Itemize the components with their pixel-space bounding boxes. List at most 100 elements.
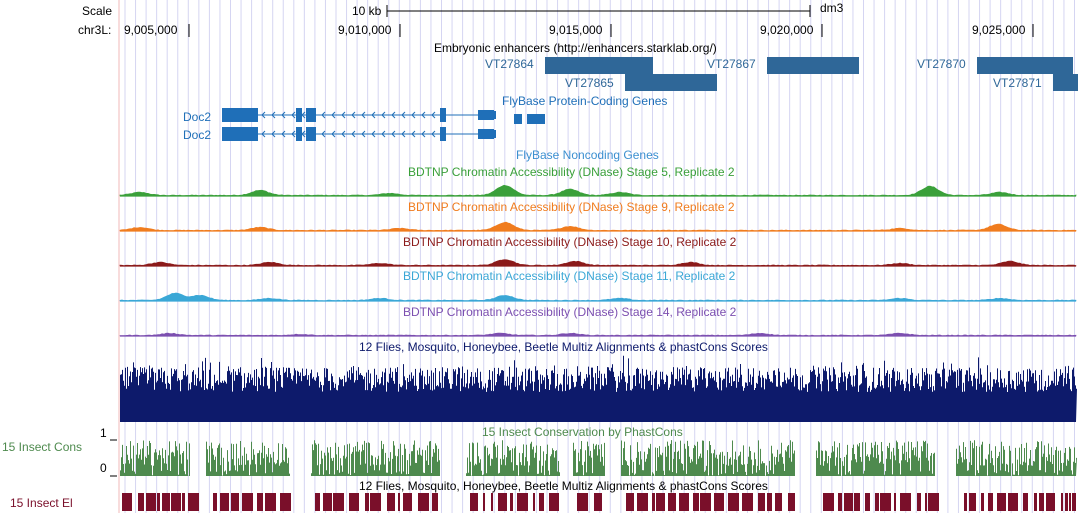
strand-arrow — [381, 130, 386, 138]
strand-arrow — [371, 111, 376, 119]
cons-axis-bottom: 0 — [100, 461, 107, 475]
position-tick-label: 9,005,000 — [124, 23, 178, 37]
strand-arrow — [421, 111, 426, 119]
insect-element-block — [865, 493, 870, 511]
insect-element-block — [997, 493, 1006, 511]
insect-element-block — [146, 493, 156, 511]
insect-element-block — [594, 493, 602, 511]
gene-exon — [306, 127, 316, 141]
insect-element-block — [767, 493, 772, 511]
side-label-insect-el[interactable]: 15 Insect El — [10, 496, 73, 510]
gene-exon — [440, 127, 446, 141]
insect-element-block — [549, 493, 559, 511]
insect-element-block — [917, 493, 921, 511]
insect-element-block — [925, 493, 927, 511]
strand-arrow — [261, 111, 266, 119]
gene-label[interactable]: Doc2 — [183, 110, 212, 124]
insect-element-block — [928, 493, 939, 511]
insect-element-block — [626, 493, 634, 511]
track-title-dnase-stage11[interactable]: BDTNP Chromatin Accessibility (DNase) St… — [403, 269, 736, 283]
insect-element-block — [1008, 493, 1018, 511]
insect-element-block — [1061, 493, 1063, 511]
insect-element-block — [157, 493, 160, 511]
strand-arrow — [281, 111, 286, 119]
insect-element-block — [398, 493, 400, 511]
insect-cons-histogram — [120, 440, 1077, 476]
track-title-elements[interactable]: 12 Flies, Mosquito, Honeybee, Beetle Mul… — [359, 479, 768, 493]
insect-element-block — [714, 493, 724, 511]
insect-element-block — [510, 493, 513, 511]
strand-arrow — [281, 130, 286, 138]
insect-element-block — [432, 493, 438, 511]
insect-element-block — [213, 493, 217, 511]
strand-arrow — [291, 130, 296, 138]
track-title-dnase-stage14[interactable]: BDTNP Chromatin Accessibility (DNase) St… — [403, 305, 737, 319]
multiz-histogram — [120, 355, 1077, 422]
gene-label[interactable]: Doc2 — [183, 128, 212, 142]
assembly-label: dm3 — [820, 1, 844, 15]
track-title-dnase-stage9[interactable]: BDTNP Chromatin Accessibility (DNase) St… — [408, 200, 735, 214]
scale-bar-label: 10 kb — [352, 4, 382, 18]
enhancer-block — [545, 57, 653, 74]
gene-exon — [296, 127, 302, 141]
insect-element-block — [387, 493, 395, 511]
dnase-signal — [119, 184, 1077, 197]
enhancer-label[interactable]: VT27865 — [565, 76, 614, 90]
track-title-dnase-stage5[interactable]: BDTNP Chromatin Accessibility (DNase) St… — [408, 165, 735, 179]
insect-element-block — [242, 493, 253, 511]
insect-element-block — [693, 493, 699, 511]
insect-element-block — [875, 493, 879, 511]
strand-arrow — [341, 130, 346, 138]
track-title-dnase-stage10[interactable]: BDTNP Chromatin Accessibility (DNase) St… — [403, 235, 737, 249]
track-title-noncoding[interactable]: FlyBase Noncoding Genes — [516, 148, 659, 162]
strand-arrow — [401, 111, 406, 119]
gene-exon — [222, 127, 258, 141]
insect-element-block — [1046, 493, 1055, 511]
enhancer-label[interactable]: VT27864 — [485, 57, 534, 71]
insect-element-block — [265, 493, 276, 511]
insect-element-block — [742, 493, 753, 511]
track-title-insect-cons[interactable]: 15 Insect Conservation by PhastCons — [482, 425, 683, 439]
track-title-protein-coding[interactable]: FlyBase Protein-Coding Genes — [502, 94, 668, 108]
insect-element-block — [162, 493, 170, 511]
enhancer-label[interactable]: VT27871 — [993, 76, 1042, 90]
position-tick-label: 9,025,000 — [972, 23, 1026, 37]
track-title-enhancers[interactable]: Embryonic enhancers (http://enhancers.st… — [434, 41, 717, 55]
gene-exon — [490, 111, 496, 119]
insect-element-block — [656, 493, 665, 511]
insect-element-block — [1065, 493, 1068, 511]
enhancer-label[interactable]: VT27867 — [707, 57, 756, 71]
insect-element-block — [517, 493, 528, 511]
strand-arrow — [431, 111, 436, 119]
gene-exon — [222, 108, 258, 122]
track-title-multiz[interactable]: 12 Flies, Mosquito, Honeybee, Beetle Mul… — [359, 340, 768, 354]
enhancer-block — [767, 57, 859, 74]
insect-element-block — [880, 493, 891, 511]
strand-arrow — [331, 130, 336, 138]
insect-element-block — [188, 493, 199, 511]
insect-element-block — [1034, 493, 1037, 511]
scale-label: Scale — [82, 4, 113, 18]
side-label-insect-cons[interactable]: 15 Insect Cons — [2, 440, 83, 454]
insect-element-block — [280, 493, 291, 511]
insect-element-block — [315, 493, 320, 511]
chrom-label: chr3L: — [78, 23, 112, 37]
strand-arrow — [361, 130, 366, 138]
strand-arrow — [421, 130, 426, 138]
gene-exon — [490, 130, 496, 138]
insect-element-block — [323, 493, 332, 511]
insect-element-block — [668, 493, 676, 511]
enhancer-label[interactable]: VT27870 — [917, 57, 966, 71]
strand-arrow — [361, 111, 366, 119]
enhancer-block — [977, 57, 1073, 74]
gene-exon — [306, 108, 316, 122]
insect-element-block — [333, 493, 344, 511]
insect-element-block — [981, 493, 984, 511]
position-tick-label: 9,010,000 — [338, 23, 392, 37]
enhancer-block — [1053, 74, 1078, 91]
insect-element-block — [533, 493, 535, 511]
insect-element-block — [220, 493, 229, 511]
insect-element-block — [370, 493, 381, 511]
